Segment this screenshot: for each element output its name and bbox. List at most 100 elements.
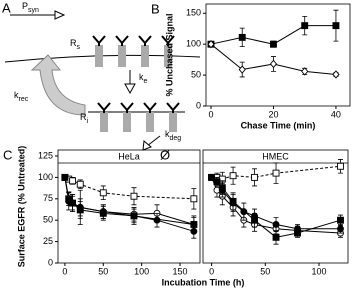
arrowhead (142, 140, 152, 151)
label-sub: e (144, 78, 148, 85)
marker (213, 178, 221, 186)
plot: HMEC 0 50 100 (202, 149, 349, 276)
plot-frame (202, 149, 349, 264)
x-tick-label: 40 (331, 109, 341, 119)
marker (153, 216, 161, 224)
x-axis-label: Chase Time (min) (241, 120, 316, 130)
panel-label: C (3, 147, 12, 162)
series-line (64, 177, 194, 225)
arrowhead (54, 10, 66, 20)
marker (69, 177, 77, 185)
plot-frame (205, 3, 351, 107)
y-tick-label: 0 (48, 257, 53, 267)
y-tick-label: 150 (186, 8, 201, 18)
marker (332, 22, 340, 30)
marker (69, 199, 77, 207)
label-main: R (70, 38, 77, 48)
label-sub: syn (28, 7, 39, 14)
ligands (92, 35, 175, 46)
plot: 0 20 40 0 50 100 150 B % Unchased Signal Chase Ti… (151, 1, 351, 130)
marker (190, 221, 198, 228)
label-main: R (80, 112, 87, 122)
marker (269, 59, 278, 69)
receptors (95, 45, 172, 67)
marker (238, 33, 246, 41)
marker (130, 212, 138, 220)
marker (207, 39, 215, 49)
label-main: P (22, 1, 28, 11)
marker (251, 216, 259, 224)
x-tick-label: 0 (208, 109, 213, 119)
label-main: k (139, 72, 144, 82)
y-tick-label: 100 (186, 39, 201, 49)
marker (99, 209, 107, 217)
x-tick-label: 100 (311, 266, 326, 276)
y-tick-label: 0 (196, 100, 201, 110)
label: Rs (70, 38, 81, 50)
marker (272, 233, 280, 241)
label: krec (14, 90, 29, 102)
y-axis-label: % Unchased Signal (164, 13, 174, 96)
x-axis-label: Incubation Time (h) (162, 277, 245, 287)
panel-title: HeLa (118, 151, 140, 161)
marker (76, 206, 84, 214)
marker (130, 192, 138, 200)
y-tick-label: 25 (43, 236, 53, 246)
ligands (97, 102, 180, 113)
y-tick-label: 125 (38, 150, 53, 160)
label-sub: s (77, 44, 81, 51)
label-sub: i (87, 118, 89, 125)
x-tick-label: 150 (173, 266, 188, 276)
series-line (64, 176, 194, 200)
recycle-arrow (30, 54, 86, 116)
marker (65, 195, 73, 203)
marker (270, 40, 277, 48)
x-tick-label: 50 (98, 266, 108, 276)
marker (301, 67, 309, 76)
marker (61, 173, 69, 181)
marker (76, 180, 84, 188)
sink: Ø (160, 147, 170, 162)
marker (337, 162, 344, 170)
arrow (146, 135, 161, 147)
receptors (100, 112, 177, 132)
y-tick-label: 100 (38, 172, 53, 182)
marker (238, 65, 246, 74)
marker (240, 208, 248, 216)
panel-label: A (2, 0, 11, 15)
label-sub: rec (19, 96, 29, 103)
marker (272, 169, 280, 177)
marker (229, 172, 237, 180)
marker (229, 197, 237, 205)
marker (332, 70, 340, 79)
label: ke (139, 72, 148, 84)
label-sub: deg (170, 135, 182, 142)
marker (272, 221, 280, 228)
label-main: k (14, 90, 19, 100)
panel-label: B (151, 1, 160, 16)
diagram: A Psyn Rs ke krec Ri kdeg Ø (2, 0, 201, 162)
marker (251, 173, 259, 181)
label-main: k (165, 129, 170, 139)
x-tick-label: 100 (134, 266, 149, 276)
y-tick-label: 75 (43, 193, 53, 203)
label: kdeg (165, 129, 181, 141)
x-tick-label: 50 (260, 266, 270, 276)
arrowhead (124, 83, 136, 95)
panel-title: HMEC (262, 151, 289, 161)
x-tick-label: 0 (62, 266, 67, 276)
x-tick-label: 0 (209, 266, 214, 276)
marker (294, 229, 301, 237)
y-tick-label: 50 (191, 69, 201, 79)
marker (190, 195, 198, 203)
x-tick-label: 20 (268, 109, 278, 119)
marker (337, 225, 344, 233)
marker (337, 216, 344, 224)
label: Psyn (22, 1, 39, 13)
plot-frame (57, 149, 201, 264)
marker (99, 189, 107, 197)
plot: HeLa 0 50 100 150 0 25 50 75 100 125 C Surface EGFR … (3, 146, 244, 288)
marker (301, 22, 309, 30)
marker (218, 184, 226, 192)
